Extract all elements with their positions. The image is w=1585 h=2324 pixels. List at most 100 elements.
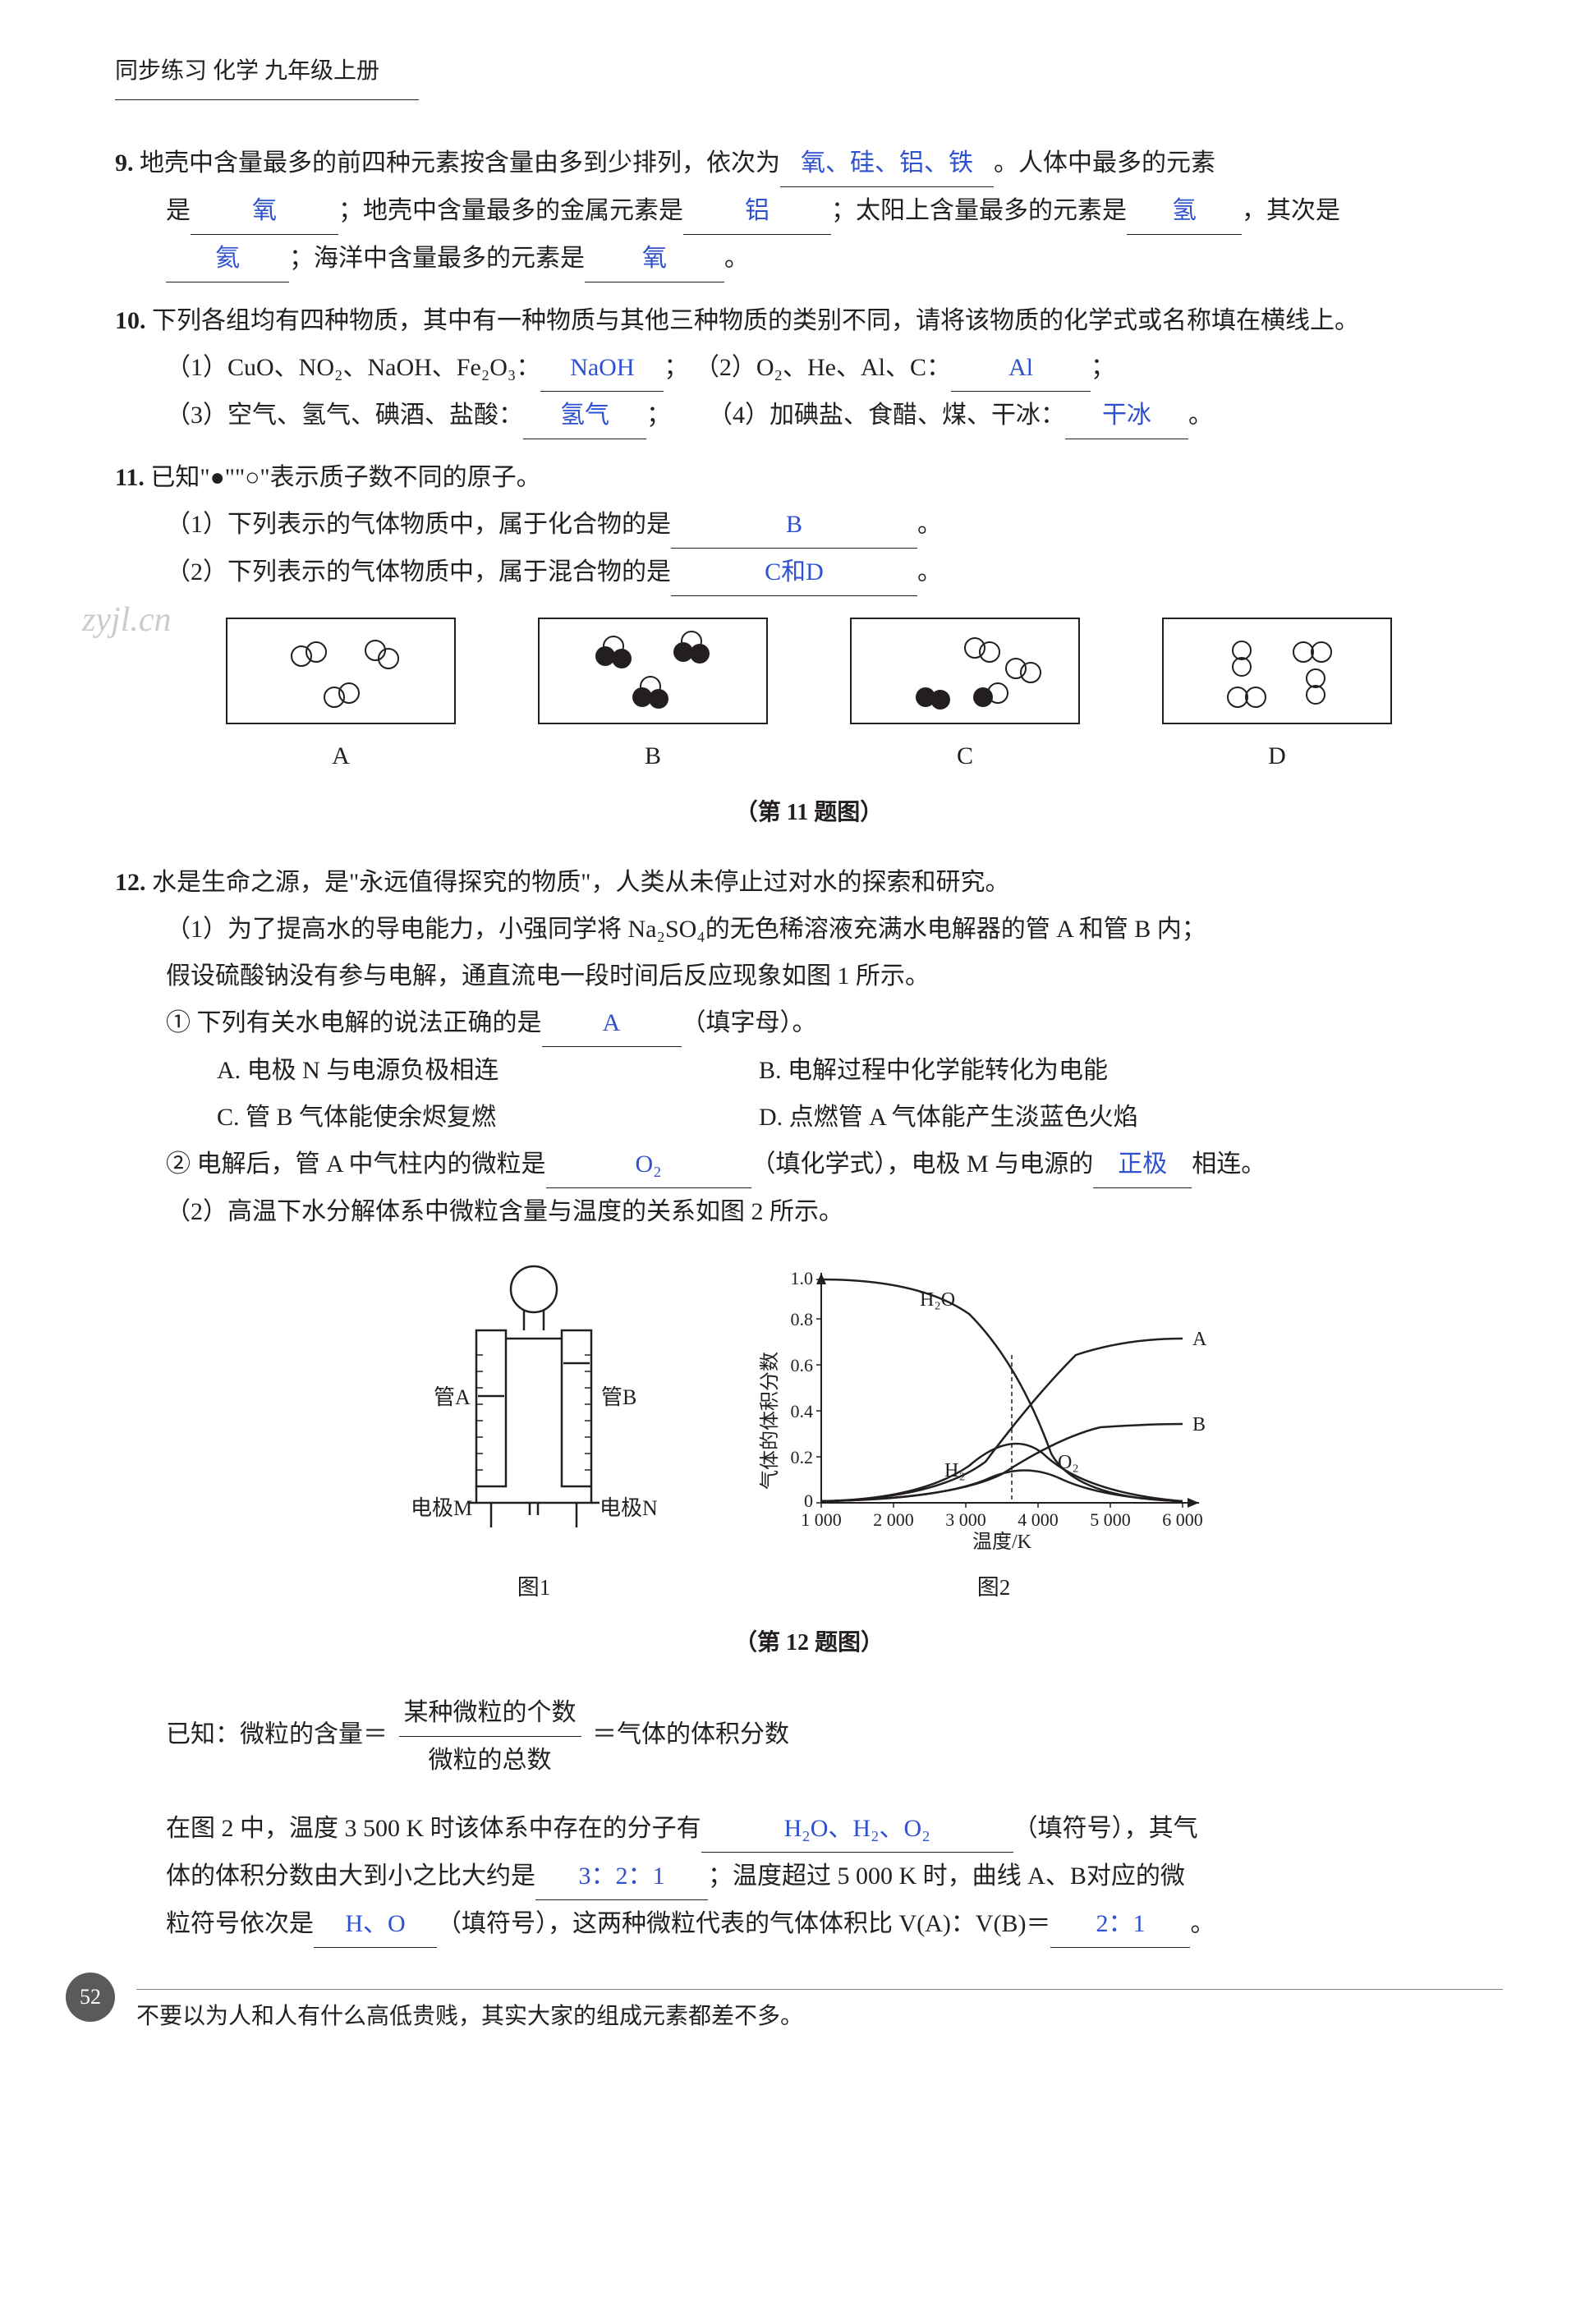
svg-text:B: B: [1192, 1414, 1206, 1435]
q12-a2q2: 3：2：1: [535, 1853, 708, 1900]
fig1-tubeA-label: 管A: [434, 1385, 471, 1409]
molecules-d-icon: [1164, 619, 1394, 726]
fig2-xlabel: 温度/K: [972, 1531, 1032, 1553]
fig1-elecN-label: 电极N: [600, 1496, 658, 1520]
fig1-tubeB-label: 管B: [601, 1385, 636, 1409]
q10-p4end: 。: [1188, 402, 1213, 429]
molecules-c-icon: [852, 619, 1082, 726]
q12-p2q2b: ；温度超过 5 000 K 时，曲线 A、B对应的微: [708, 1862, 1185, 1890]
svg-text:1.0: 1.0: [791, 1268, 814, 1288]
q9-text3: ；地壳中含量最多的金属元素是: [338, 197, 683, 224]
svg-text:0.6: 0.6: [791, 1355, 814, 1376]
q12-p2q3a: 粒符号依次是: [166, 1910, 314, 1937]
q11-end2: 。: [917, 558, 942, 586]
svg-text:5 000: 5 000: [1090, 1509, 1131, 1530]
q12-p1b: 假设硫酸钠没有参与电解，通直流电一段时间后反应现象如图 1 所示。: [166, 962, 930, 990]
q12-p2q1b: （填符号），其气: [1013, 1815, 1198, 1842]
q9-ans5: 氦: [166, 235, 289, 282]
q12-intro: 水是生命之源，是"永远值得探究的物质"，人类从未停止过对水的探索和研究。: [152, 869, 1010, 896]
q12-fig1-box: 管A 管B 电极M 电极N 图1: [386, 1256, 682, 1609]
q12-a2q3c: 2：1: [1050, 1900, 1190, 1948]
fig2-label: 图2: [756, 1567, 1232, 1609]
q11-a1: B: [671, 501, 917, 549]
q12-p1-1: ① 下列有关水电解的说法正确的是: [166, 1009, 542, 1036]
q11-box-a: A: [226, 618, 456, 779]
q10-p2: ； （2）O₂、He、Al、C：: [664, 354, 951, 381]
q9-ans6: 氧: [585, 235, 724, 282]
svg-text:4 000: 4 000: [1018, 1509, 1059, 1530]
q11-p2: （2）下列表示的气体物质中，属于混合物的是: [166, 558, 671, 586]
q10-a1: NaOH: [540, 344, 664, 392]
q12-known: 已知：微粒的含量＝ 某种微粒的个数 微粒的总数 ＝气体的体积分数: [115, 1689, 1503, 1784]
q10-p3: （3）空气、氢气、碘酒、盐酸：: [166, 402, 523, 429]
fig2-ylabel: 气体的体积分数: [759, 1352, 781, 1490]
q9-text7: 。: [724, 245, 749, 272]
svg-text:0: 0: [804, 1490, 813, 1511]
svg-text:1 000: 1 000: [801, 1509, 842, 1530]
q11-intro: 已知"●""○"表示质子数不同的原子。: [150, 464, 540, 491]
q10-p4: （4）加碘盐、食醋、煤、干冰：: [708, 402, 1065, 429]
q9-text2: 。人体中最多的元素: [994, 149, 1215, 177]
question-10: 10. 下列各组均有四种物质，其中有一种物质与其他三种物质的类别不同，请将该物质…: [115, 297, 1503, 439]
q12-known-den: 微粒的总数: [399, 1737, 581, 1784]
q10-intro: 下列各组均有四种物质，其中有一种物质与其他三种物质的类别不同，请将该物质的化学式…: [152, 307, 1359, 334]
q10-a3: 氢气: [523, 392, 646, 439]
svg-text:3 000: 3 000: [945, 1509, 986, 1530]
q12-number: 12.: [115, 869, 146, 896]
q12-choice-b: B. 电解过程中化学能转化为电能: [759, 1047, 1108, 1094]
q10-p2end: ；: [1091, 354, 1115, 381]
q11-p1: （1）下列表示的气体物质中，属于化合物的是: [166, 511, 671, 538]
q11-label-b: B: [538, 733, 768, 779]
q9-text1: 地壳中含量最多的前四种元素按含量由多到少排列，依次为: [140, 149, 780, 177]
page-header: 同步练习 化学 九年级上册: [115, 49, 419, 100]
q12-p2q3b: （填符号），这两种微粒代表的气体体积比 V(A)：V(B)＝: [437, 1910, 1050, 1937]
q12-caption: （第 12 题图）: [115, 1621, 1503, 1665]
q11-a2: C和D: [671, 549, 917, 596]
q11-box-c: C: [850, 618, 1080, 779]
svg-text:6 000: 6 000: [1162, 1509, 1203, 1530]
q9-line2a: 是: [166, 197, 191, 224]
q11-caption: （第 11 题图）: [115, 791, 1503, 834]
q12-p1a: （1）为了提高水的导电能力，小强同学将 Na₂SO₄的无色稀溶液充满水电解器的管…: [166, 916, 1206, 943]
q12-known-num: 某种微粒的个数: [399, 1689, 581, 1737]
svg-text:A: A: [1192, 1329, 1207, 1350]
q12-fig2-box: 0 0.2 0.4 0.6 0.8 1.0 1 000 2 000 3: [756, 1256, 1232, 1609]
q9-ans4: 氢: [1127, 187, 1242, 235]
footer-note: 不要以为人和人有什么高低贵贱，其实大家的组成元素都差不多。: [136, 1989, 1503, 2038]
electrolysis-apparatus-icon: 管A 管B 电极M 电极N: [386, 1256, 682, 1560]
molecules-a-icon: [227, 619, 457, 726]
q9-ans3: 铝: [683, 187, 831, 235]
molecules-b-icon: [540, 619, 770, 726]
q11-label-c: C: [850, 733, 1080, 779]
q12-known-prefix: 已知：微粒的含量＝: [166, 1720, 388, 1748]
q11-label-d: D: [1162, 733, 1392, 779]
q12-choice-d: D. 点燃管 A 气体能产生淡蓝色火焰: [759, 1094, 1138, 1141]
svg-text:0.8: 0.8: [791, 1309, 814, 1330]
q9-text6: ；海洋中含量最多的元素是: [289, 245, 585, 272]
q12-choice-c: C. 管 B 气体能使余烬复燃: [217, 1094, 759, 1141]
q11-number: 11.: [115, 464, 145, 491]
q11-diagram-row: A B: [115, 618, 1503, 779]
page-number: 52: [66, 1973, 115, 2022]
q9-text4: ；太阳上含量最多的元素是: [831, 197, 1127, 224]
q12-a2q3: H、O: [314, 1900, 437, 1948]
q12-figures: 管A 管B 电极M 电极N 图1 0 0.2: [115, 1256, 1503, 1609]
q12-p2q1a: 在图 2 中，温度 3 500 K 时该体系中存在的分子有: [166, 1815, 701, 1842]
question-11: 11. 已知"●""○"表示质子数不同的原子。 （1）下列表示的气体物质中，属于…: [115, 454, 1503, 834]
q9-text5: ，其次是: [1242, 197, 1340, 224]
header-title: 同步练习 化学 九年级上册: [115, 58, 379, 84]
svg-text:0.4: 0.4: [791, 1401, 814, 1421]
q12-a1-1: A: [542, 999, 682, 1047]
svg-text:2 000: 2 000: [873, 1509, 914, 1530]
svg-text:H₂: H₂: [944, 1460, 966, 1481]
fig1-elecM-label: 电极M: [411, 1496, 472, 1520]
svg-text:0.2: 0.2: [791, 1447, 814, 1467]
question-12: 12. 水是生命之源，是"永远值得探究的物质"，人类从未停止过对水的探索和研究。…: [115, 859, 1503, 1947]
q11-label-a: A: [226, 733, 456, 779]
q10-p3end: ；: [646, 402, 671, 429]
q10-a4: 干冰: [1065, 392, 1188, 439]
q10-p1: （1）CuO、NO₂、NaOH、Fe₂O₃：: [166, 354, 540, 381]
fig1-label: 图1: [386, 1567, 682, 1609]
q10-a2: Al: [951, 344, 1091, 392]
q12-a2q1: H₂O、H₂、O₂: [701, 1805, 1013, 1853]
